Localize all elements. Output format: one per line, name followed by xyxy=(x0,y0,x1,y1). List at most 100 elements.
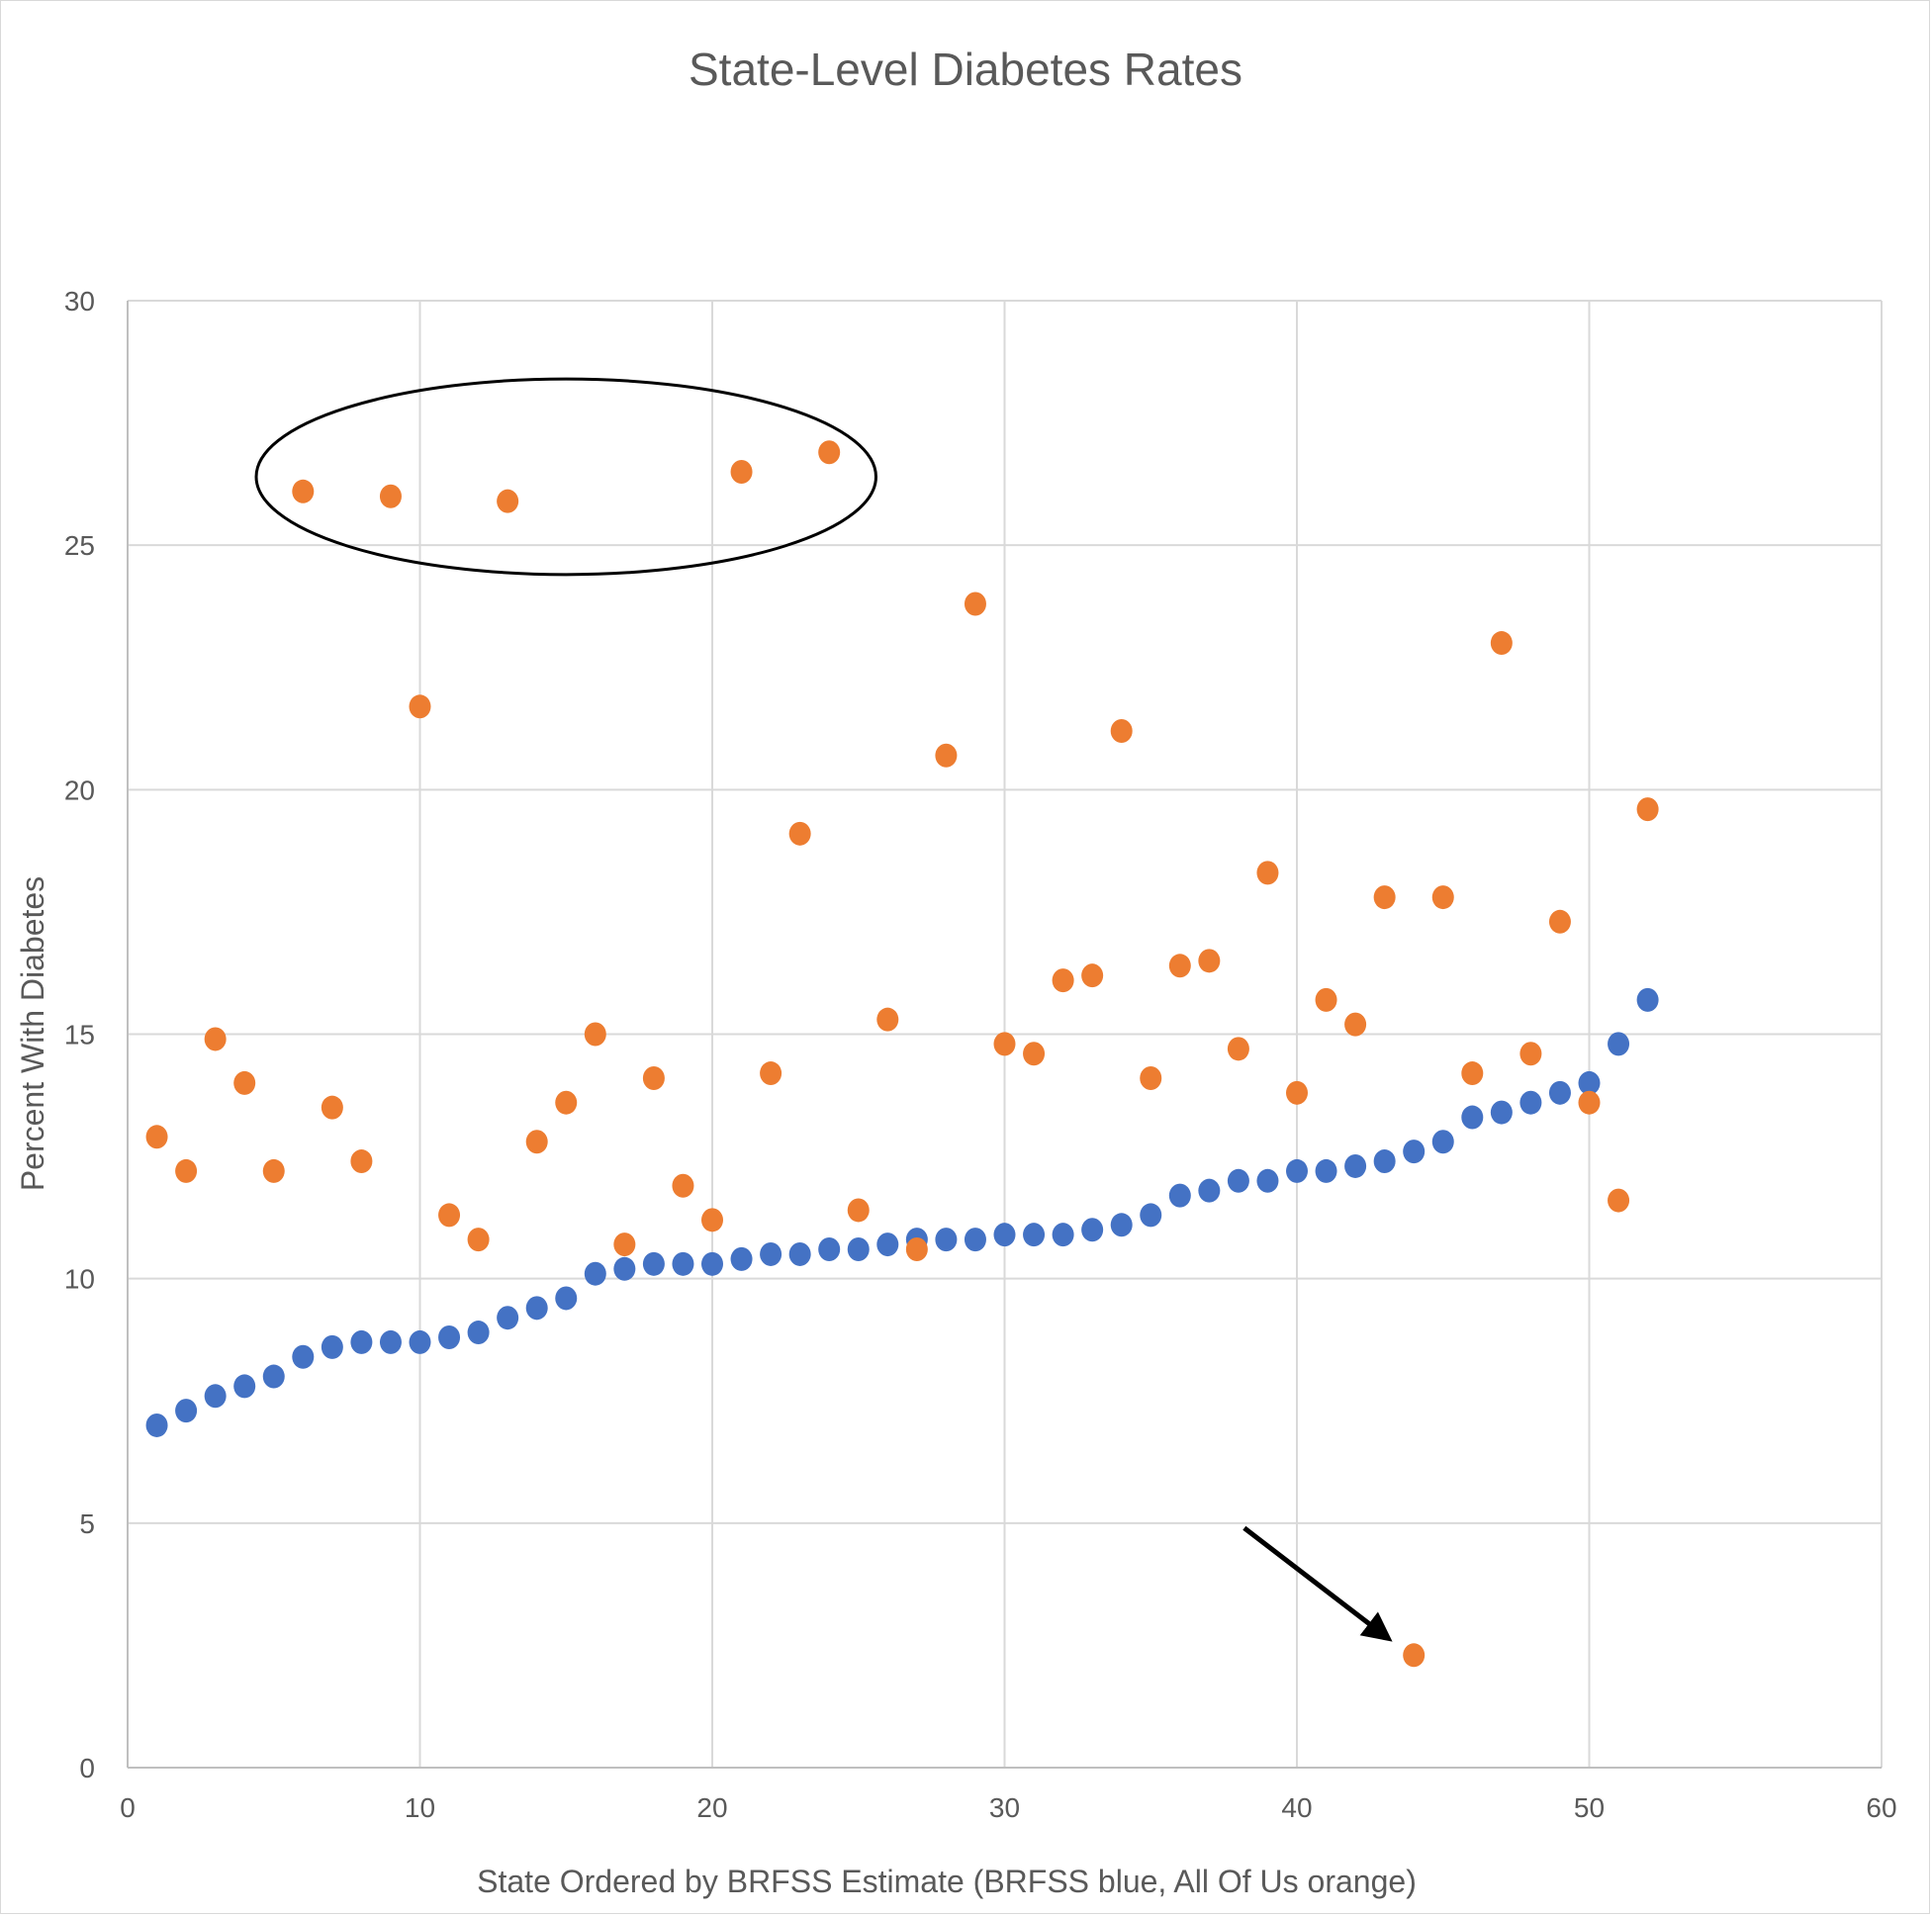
data-point xyxy=(438,1324,461,1349)
data-point xyxy=(760,1061,782,1086)
data-point xyxy=(467,1228,490,1252)
data-point xyxy=(1636,797,1659,822)
data-point xyxy=(1431,1130,1454,1154)
data-point xyxy=(1168,954,1191,978)
data-point xyxy=(1052,968,1074,993)
data-point xyxy=(555,1090,578,1115)
data-point xyxy=(642,1065,665,1090)
data-point xyxy=(613,1256,636,1281)
y-tick-label: 20 xyxy=(64,775,95,805)
data-point xyxy=(1140,1203,1162,1228)
outlier-ellipse xyxy=(254,377,877,577)
data-point xyxy=(1315,1158,1337,1183)
data-point xyxy=(292,479,315,503)
data-point xyxy=(847,1198,870,1223)
y-tick-label: 30 xyxy=(64,286,95,317)
data-point xyxy=(262,1158,285,1183)
data-point xyxy=(876,1007,899,1032)
data-point xyxy=(788,821,811,846)
data-point xyxy=(788,1241,811,1266)
data-point xyxy=(1461,1105,1484,1130)
x-tick-label: 50 xyxy=(1574,1792,1605,1823)
data-point xyxy=(1023,1223,1046,1247)
data-point xyxy=(672,1251,694,1276)
data-point xyxy=(905,1237,928,1262)
data-point xyxy=(993,1223,1016,1247)
data-point xyxy=(175,1158,198,1183)
data-point xyxy=(672,1173,694,1198)
data-point xyxy=(935,1228,958,1252)
y-tick-label: 10 xyxy=(64,1264,95,1295)
x-tick-label: 40 xyxy=(1281,1792,1312,1823)
series-all-of-us xyxy=(145,440,1659,1668)
data-point xyxy=(1227,1037,1249,1061)
data-point xyxy=(525,1296,548,1321)
data-point xyxy=(876,1232,899,1257)
data-point xyxy=(1548,909,1571,934)
data-point xyxy=(497,1306,519,1330)
data-point xyxy=(1461,1061,1484,1086)
data-point xyxy=(1315,987,1337,1012)
y-tick-label: 15 xyxy=(64,1020,95,1050)
data-point xyxy=(818,440,841,465)
data-point xyxy=(262,1364,285,1389)
y-tick-labels: 0 5 10 15 20 25 30 xyxy=(64,286,95,1783)
x-tick-label: 10 xyxy=(405,1792,435,1823)
axes xyxy=(127,301,1882,1769)
data-point xyxy=(1519,1042,1542,1066)
data-point xyxy=(1110,1213,1133,1237)
data-point xyxy=(1256,861,1279,885)
outlier-arrow xyxy=(1242,1525,1393,1642)
data-point xyxy=(1636,987,1659,1012)
data-point xyxy=(1403,1643,1426,1668)
data-point xyxy=(701,1208,723,1232)
data-point xyxy=(438,1203,461,1228)
data-point xyxy=(1198,1178,1221,1203)
data-point xyxy=(1608,1188,1630,1213)
data-point xyxy=(409,1329,431,1354)
data-point xyxy=(847,1237,870,1262)
data-point xyxy=(964,592,986,616)
data-point xyxy=(379,1329,402,1354)
data-point xyxy=(1344,1153,1367,1178)
data-point xyxy=(993,1032,1016,1056)
data-point xyxy=(204,1384,227,1409)
annotations xyxy=(254,377,1393,1642)
data-point xyxy=(379,484,402,508)
data-point xyxy=(584,1022,606,1047)
data-point xyxy=(1110,719,1133,744)
data-point xyxy=(1286,1158,1308,1183)
data-point xyxy=(350,1329,373,1354)
data-point xyxy=(1490,1100,1513,1125)
data-point xyxy=(1052,1223,1074,1247)
data-point xyxy=(1023,1042,1046,1066)
y-tick-label: 0 xyxy=(79,1753,95,1783)
data-point xyxy=(1081,963,1104,988)
x-tick-label: 20 xyxy=(696,1792,727,1823)
y-tick-label: 25 xyxy=(64,530,95,561)
data-point xyxy=(145,1413,168,1437)
data-point xyxy=(204,1027,227,1051)
data-point xyxy=(1081,1218,1104,1242)
x-tick-label: 60 xyxy=(1866,1792,1896,1823)
chart-title: State-Level Diabetes Rates xyxy=(689,44,1242,95)
data-point xyxy=(818,1237,841,1262)
data-point xyxy=(613,1232,636,1257)
data-point xyxy=(730,460,753,485)
data-point xyxy=(964,1228,986,1252)
data-point xyxy=(175,1399,198,1423)
data-point xyxy=(1373,885,1396,910)
data-point xyxy=(321,1095,343,1120)
data-point xyxy=(1168,1183,1191,1208)
data-point xyxy=(233,1070,256,1095)
data-point xyxy=(467,1321,490,1345)
x-tick-labels: 0 10 20 30 40 50 60 xyxy=(120,1792,1896,1823)
data-point xyxy=(1578,1070,1601,1095)
data-point xyxy=(642,1251,665,1276)
data-point xyxy=(292,1344,315,1369)
data-point xyxy=(1344,1012,1367,1037)
x-tick-label: 0 xyxy=(120,1792,136,1823)
data-point xyxy=(1490,631,1513,656)
data-point xyxy=(555,1286,578,1311)
